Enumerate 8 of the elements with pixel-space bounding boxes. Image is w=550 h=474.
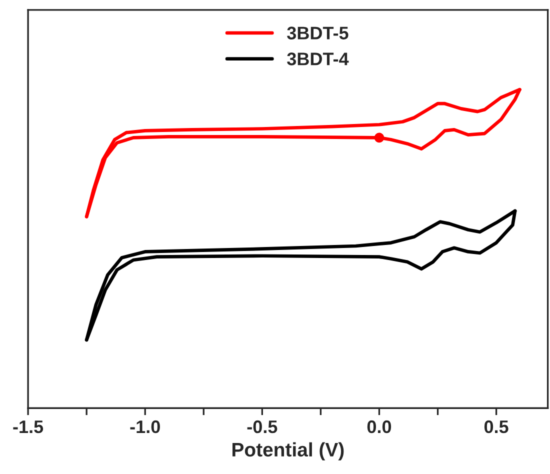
x-tick-label: 0.0 bbox=[367, 420, 392, 434]
x-tick-label: -1.0 bbox=[130, 420, 160, 434]
legend-label: 3BDT-5 bbox=[287, 26, 348, 40]
legend-label: 3BDT-4 bbox=[287, 52, 349, 66]
x-tick-label: 0.5 bbox=[484, 420, 508, 434]
x-axis-title: Potential (V) bbox=[232, 442, 344, 460]
x-tick-label: -1.5 bbox=[13, 420, 44, 434]
x-tick-label: -0.5 bbox=[247, 420, 278, 434]
